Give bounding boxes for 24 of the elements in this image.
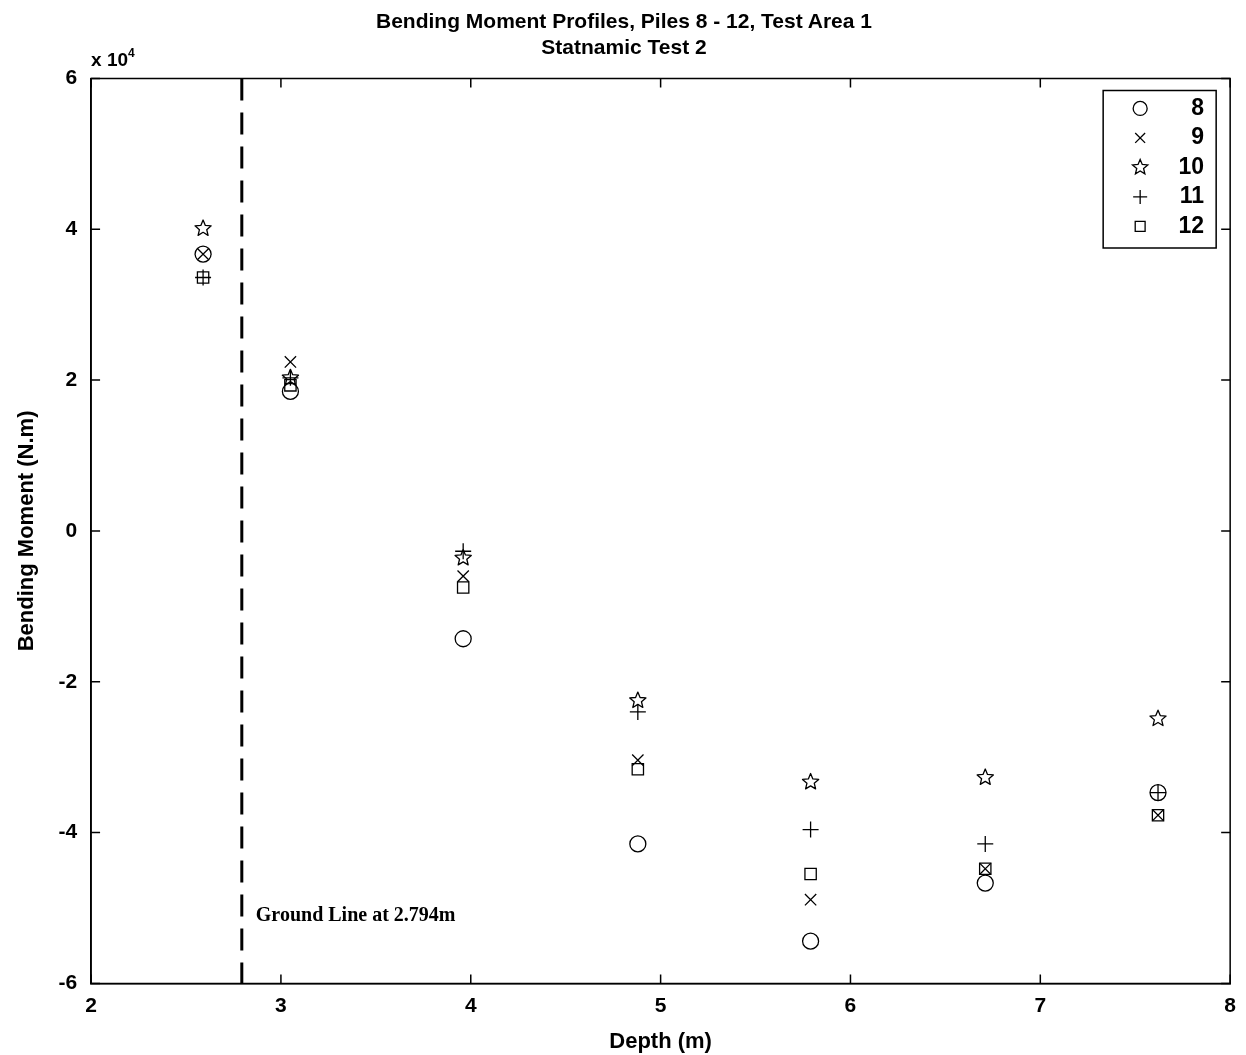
y-tick-label: -2	[58, 668, 78, 692]
ref-line-label: Ground Line at 2.794m	[255, 902, 456, 925]
x-tick-label: 7	[1034, 992, 1047, 1016]
legend-label: 9	[1191, 123, 1205, 150]
legend-label: 11	[1179, 182, 1205, 209]
y-tick-label: 6	[65, 65, 78, 89]
y-tick-label: 2	[65, 366, 78, 390]
y-tick-label: -6	[58, 970, 78, 994]
y-tick-label: 4	[65, 216, 78, 240]
x-tick-label: 3	[275, 992, 287, 1016]
y-tick-label: 0	[65, 517, 78, 541]
x-tick-label: 2	[85, 992, 97, 1016]
x-tick-label: 6	[844, 992, 857, 1016]
x-tick-label: 8	[1224, 992, 1237, 1016]
x-tick-label: 5	[654, 992, 667, 1016]
legend-label: 12	[1178, 211, 1205, 238]
x-tick-label: 4	[464, 992, 477, 1016]
legend-label: 10	[1178, 152, 1205, 179]
chart-subtitle: Statnamic Test 2	[541, 34, 707, 58]
legend-label: 8	[1191, 93, 1205, 120]
y-axis-title: Bending Moment (N.m)	[13, 410, 39, 652]
x-axis-title: Depth (m)	[609, 1027, 712, 1053]
chart-title: Bending Moment Profiles, Piles 8 - 12, Test Area 1	[376, 9, 873, 33]
y-tick-label: -4	[58, 819, 78, 843]
